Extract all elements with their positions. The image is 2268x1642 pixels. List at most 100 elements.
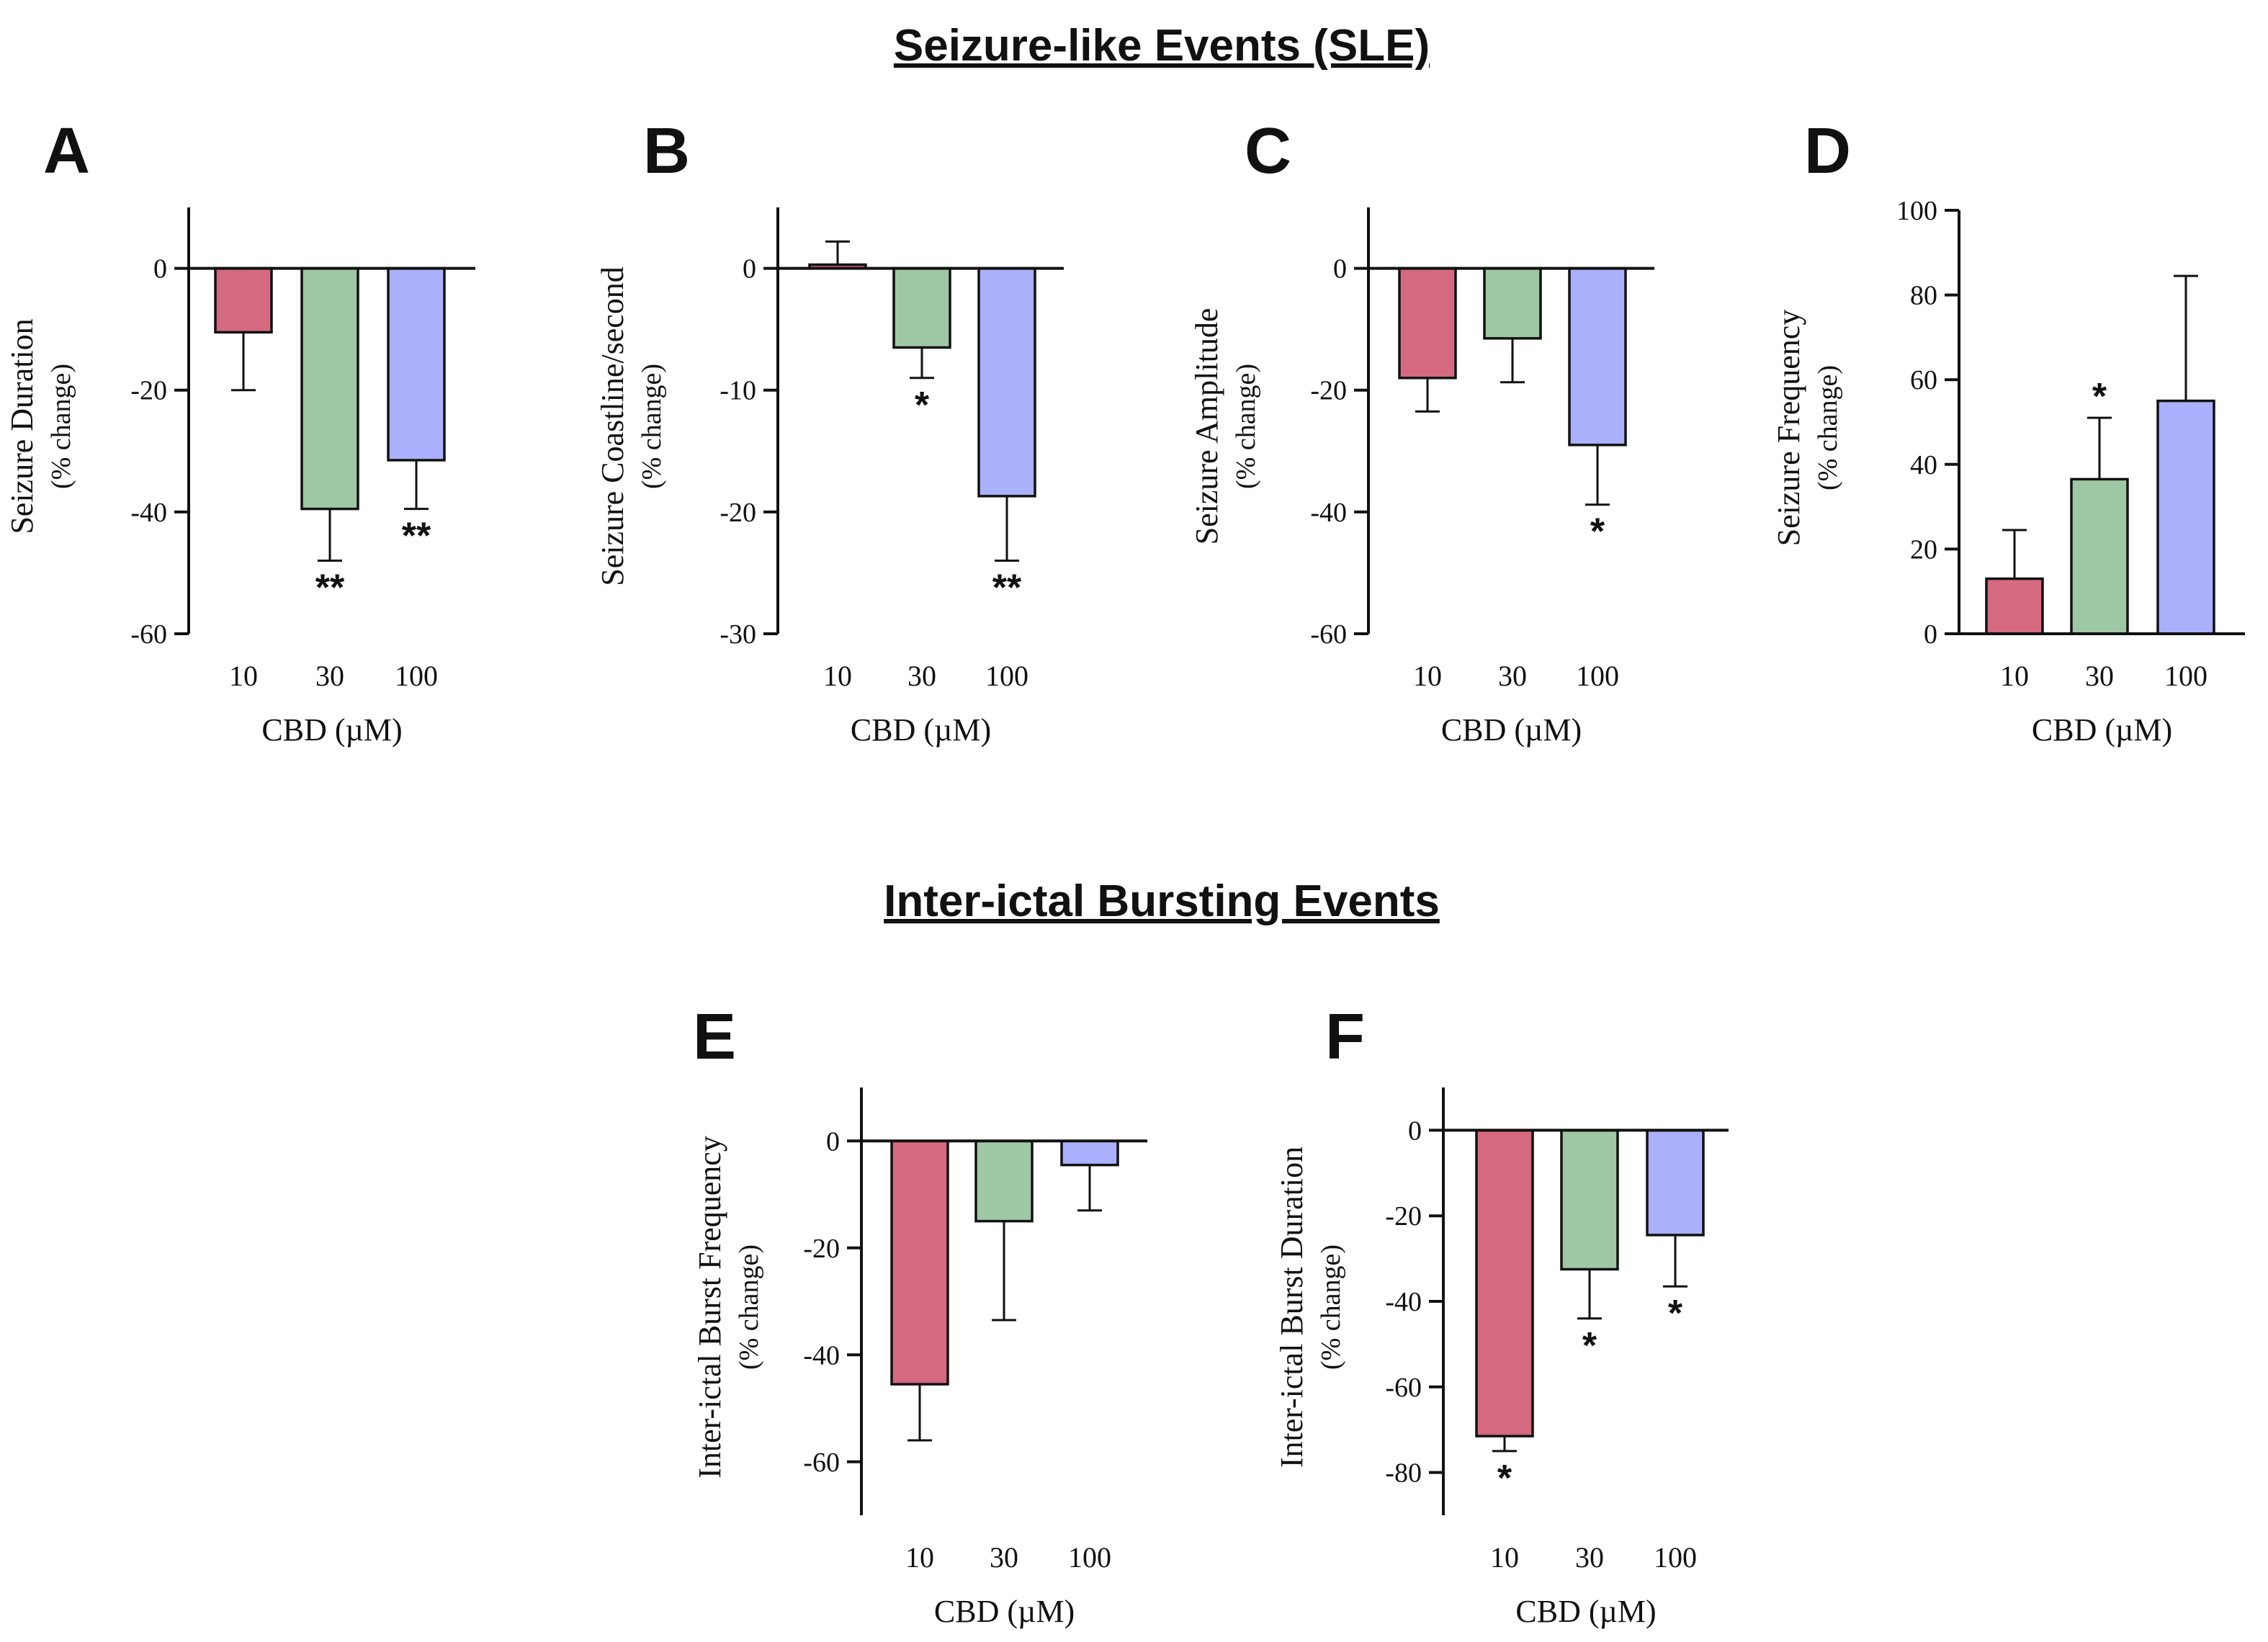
panel-c-bar-30 <box>1483 266 1542 340</box>
panel-b-x-tick-label: 100 <box>985 660 1028 692</box>
panel-c-bar-100 <box>1568 266 1627 447</box>
panel-e-x-title: CBD (µM) <box>934 1594 1075 1629</box>
panel-f-bar-30 <box>1560 1129 1619 1271</box>
panel-e-bar-30 <box>974 1139 1034 1223</box>
panel-b-y-title: Seizure Coastline/second <box>595 266 630 586</box>
panel-a-x-tick-label: 10 <box>229 660 258 692</box>
panel-e-y-tick-label: -40 <box>803 1340 840 1370</box>
panel-f-significance-10: * <box>1497 1458 1512 1499</box>
panel-f-y-tick-label: -60 <box>1385 1373 1422 1403</box>
panel-d-x-tick-label: 100 <box>2164 660 2208 692</box>
panel-a: A 0 -20 -40 -60 10 ** 30 ** 100 CBD (µM) Seizure Du… <box>4 115 475 748</box>
panel-c-y-title: Seizure Amplitude <box>1189 308 1224 545</box>
panel-c-y-tick-label: 0 <box>1333 254 1347 284</box>
panel-a-y-subtitle: (% change) <box>46 364 76 489</box>
panel-b-x-title: CBD (µM) <box>851 712 991 748</box>
panel-c-bar-10 <box>1398 266 1457 380</box>
panel-b-significance-100: ** <box>992 567 1022 609</box>
panel-f-y-tick-label: 0 <box>1408 1116 1422 1146</box>
panel-e-x-tick-label: 10 <box>905 1541 934 1574</box>
panel-e-x-tick-label: 30 <box>990 1541 1018 1574</box>
panel-d-y-tick-label: 40 <box>1910 450 1937 480</box>
panel-f-x-tick-label: 10 <box>1490 1541 1519 1574</box>
panel-b-x-tick-label: 30 <box>907 660 936 692</box>
panel-d-y-tick-label: 80 <box>1910 281 1937 311</box>
panel-b: B 0 -10 -20 -30 10 * 30 ** 100 CBD (µM) Seizure Coa… <box>595 115 1064 748</box>
panel-d-y-title: Seizure Frequency <box>1771 310 1806 547</box>
panel-f-bar-100 <box>1646 1129 1705 1237</box>
panel-f-significance-100: * <box>1668 1293 1683 1334</box>
panel-a-y-tick-label: -60 <box>130 619 167 650</box>
panel-e: E 0 -20 -40 -60 10 30 100 CBD (µM) Inter-ictal Bu… <box>692 1001 1147 1629</box>
panel-f-bar-10 <box>1475 1129 1534 1437</box>
panel-c: C 0 -20 -40 -60 10 30 * 100 CBD (µM) Seizure Ampli… <box>1189 115 1654 748</box>
panel-c-letter: C <box>1245 115 1291 187</box>
panel-f-x-tick-label: 30 <box>1575 1541 1604 1574</box>
panel-d-x-tick-label: 30 <box>2085 660 2114 692</box>
panel-e-x-tick-label: 100 <box>1068 1541 1111 1574</box>
panel-e-y-subtitle: (% change) <box>734 1244 764 1370</box>
panel-a-letter: A <box>43 115 90 187</box>
panel-f-significance-30: * <box>1582 1325 1597 1367</box>
panel-a-bar-10 <box>214 266 273 334</box>
panel-f: F 0 -20 -40 -60 -80 * 10 * 30 * 100 CBD (µM) Inter-ic… <box>1274 1001 1729 1629</box>
panel-d-y-tick-label: 20 <box>1910 534 1937 565</box>
panel-b-bar-30 <box>892 266 951 349</box>
panel-a-y-title: Seizure Duration <box>4 318 40 534</box>
panel-f-y-tick-label: -20 <box>1385 1201 1422 1232</box>
panel-b-significance-30: * <box>915 385 930 426</box>
panel-d-x-title: CBD (µM) <box>2032 712 2172 748</box>
panel-c-y-subtitle: (% change) <box>1231 364 1261 489</box>
panel-c-x-tick-label: 30 <box>1498 660 1527 692</box>
panel-d-y-tick-label: 0 <box>1924 619 1937 650</box>
panel-b-y-tick-label: -20 <box>720 498 756 528</box>
panel-d-y-tick-label: 100 <box>1896 196 1937 226</box>
panel-c-x-tick-label: 100 <box>1576 660 1619 692</box>
panel-c-y-tick-label: -40 <box>1310 498 1347 528</box>
panel-a-y-tick-label: -40 <box>130 498 167 528</box>
panel-f-y-tick-label: -40 <box>1385 1287 1422 1317</box>
panel-e-y-tick-label: -20 <box>803 1234 840 1264</box>
section-title-sle: Seizure-like Events (SLE) <box>894 21 1430 71</box>
panel-b-y-subtitle: (% change) <box>637 364 667 489</box>
panel-d-bar-100 <box>2156 399 2215 635</box>
panel-e-y-title: Inter-ictal Burst Frequency <box>692 1136 727 1479</box>
panel-a-y-tick-label: -20 <box>130 376 167 406</box>
panel-e-bar-100 <box>1060 1139 1119 1167</box>
panel-c-y-tick-label: -60 <box>1310 619 1347 650</box>
panel-a-significance-30: ** <box>315 567 345 609</box>
panel-b-y-tick-label: -30 <box>720 619 756 650</box>
panel-f-y-title: Inter-ictal Burst Duration <box>1274 1147 1309 1468</box>
panel-b-x-tick-label: 10 <box>823 660 852 692</box>
panel-a-y-tick-label: 0 <box>153 254 167 284</box>
panel-d-y-tick-label: 60 <box>1910 365 1937 395</box>
panel-c-x-tick-label: 10 <box>1413 660 1442 692</box>
panel-c-y-tick-label: -20 <box>1310 376 1347 406</box>
panel-a-bar-100 <box>387 266 446 462</box>
panel-e-y-tick-label: 0 <box>826 1126 840 1157</box>
panel-b-letter: B <box>643 115 690 187</box>
panel-c-significance-100: * <box>1590 511 1605 553</box>
panel-e-letter: E <box>693 1001 736 1073</box>
panel-f-y-tick-label: -80 <box>1385 1458 1422 1489</box>
panel-f-x-tick-label: 100 <box>1654 1541 1697 1574</box>
panel-d-y-subtitle: (% change) <box>1813 365 1843 490</box>
panel-a-x-tick-label: 30 <box>315 660 344 692</box>
panel-a-bar-30 <box>300 266 359 511</box>
panel-e-y-tick-label: -60 <box>803 1448 840 1478</box>
panel-d-bar-30 <box>2070 477 2129 635</box>
panel-d-x-tick-label: 10 <box>2000 660 2029 692</box>
panel-b-y-tick-label: -10 <box>720 376 756 406</box>
panel-d-significance-30: * <box>2092 376 2107 418</box>
panel-a-significance-100: ** <box>402 516 431 557</box>
section-title-interictal: Inter-ictal Bursting Events <box>884 876 1440 926</box>
panel-f-letter: F <box>1325 1001 1365 1073</box>
panel-d: D 0 20 40 60 80 100 10 * 30 100 CBD (µM) Seizure Fre… <box>1771 115 2245 748</box>
panel-a-x-tick-label: 100 <box>395 660 438 692</box>
panel-f-x-title: CBD (µM) <box>1515 1594 1656 1629</box>
panel-f-y-subtitle: (% change) <box>1316 1244 1346 1370</box>
panel-b-y-tick-label: 0 <box>743 254 756 284</box>
panel-b-bar-100 <box>977 266 1036 498</box>
